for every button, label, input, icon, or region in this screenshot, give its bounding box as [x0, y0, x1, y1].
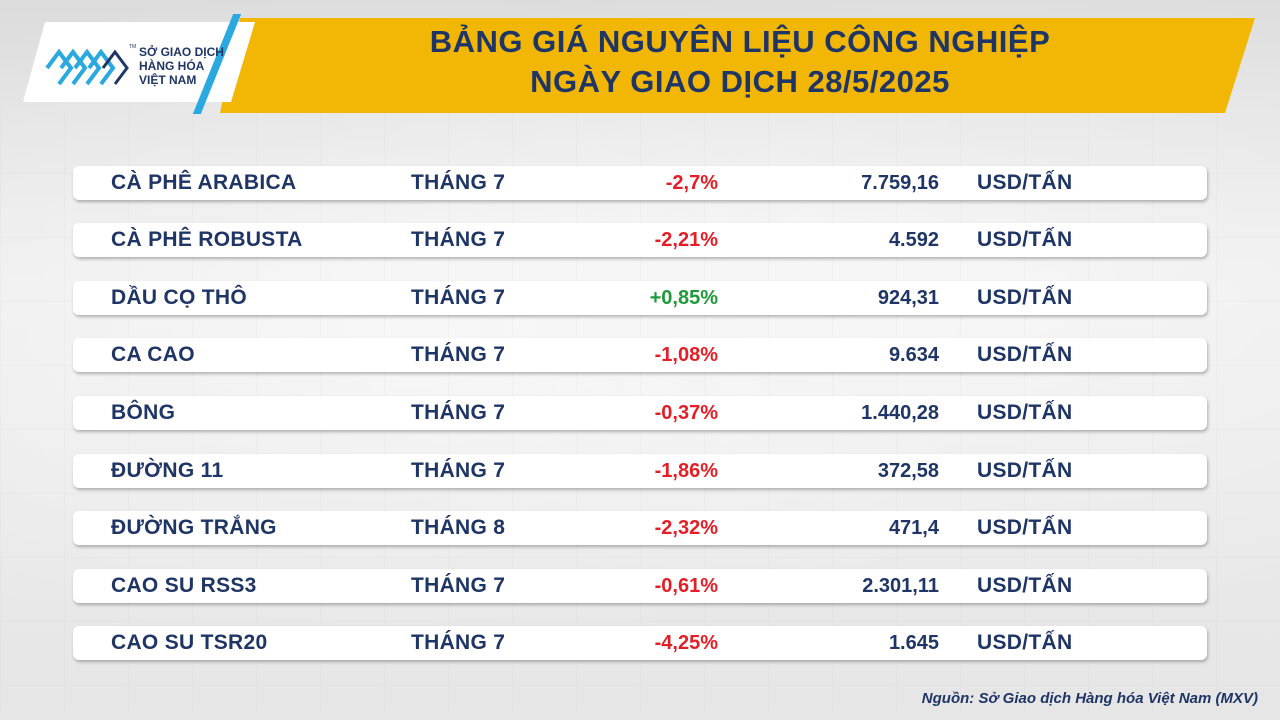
source-note: Nguồn: Sở Giao dịch Hàng hóa Việt Nam (M…	[921, 690, 1258, 707]
price-change: -0,37%	[654, 402, 718, 424]
contract-month: THÁNG 7	[411, 286, 506, 309]
mxv-logo-icon	[45, 48, 129, 86]
logo-line-1: SỞ GIAO DỊCH	[139, 45, 224, 59]
logo-text: SỞ GIAO DỊCH HÀNG HÓA VIỆT NAM	[139, 45, 239, 87]
commodity-name: ĐƯỜNG 11	[111, 459, 224, 482]
title-line-2: NGÀY GIAO DỊCH 28/5/2025	[530, 64, 950, 99]
table-row: CAO SU TSR20 THÁNG 7 -4,25% 1.645 USD/TẤ…	[73, 626, 1207, 660]
contract-month: THÁNG 7	[411, 631, 506, 654]
contract-month: THÁNG 7	[411, 343, 506, 366]
price-value: 9.634	[888, 344, 939, 366]
commodity-name: CÀ PHÊ ROBUSTA	[111, 228, 303, 251]
price-change: -2,32%	[654, 517, 718, 539]
header-band	[220, 18, 1255, 113]
price-unit: USD/TẤN	[977, 516, 1073, 539]
price-change: -1,86%	[654, 460, 718, 482]
contract-month: THÁNG 7	[411, 228, 506, 251]
price-unit: USD/TẤN	[977, 171, 1073, 194]
commodity-name: DẦU CỌ THÔ	[111, 286, 247, 309]
price-value: 1.440,28	[861, 402, 939, 424]
logo-line-2: HÀNG HÓA	[139, 59, 205, 73]
commodity-name: ĐƯỜNG TRẮNG	[111, 516, 277, 539]
logo-trademark: TM	[129, 44, 137, 50]
price-change: -1,08%	[654, 344, 718, 366]
price-change: -4,25%	[654, 632, 718, 654]
price-unit: USD/TẤN	[977, 574, 1073, 597]
contract-month: THÁNG 7	[411, 171, 506, 194]
table-row: ĐƯỜNG 11 THÁNG 7 -1,86% 372,58 USD/TẤN	[73, 454, 1207, 488]
contract-month: THÁNG 8	[411, 516, 506, 539]
price-unit: USD/TẤN	[977, 343, 1073, 366]
price-unit: USD/TẤN	[977, 631, 1073, 654]
price-value: 471,4	[888, 517, 939, 539]
page-title: BẢNG GIÁ NGUYÊN LIỆU CÔNG NGHIỆP NGÀY GI…	[240, 22, 1240, 102]
commodity-name: CA CAO	[111, 343, 195, 366]
table-row: BÔNG THÁNG 7 -0,37% 1.440,28 USD/TẤN	[73, 396, 1207, 430]
price-change: -2,21%	[654, 229, 718, 251]
price-value: 1.645	[888, 632, 939, 654]
price-value: 7.759,16	[861, 172, 939, 194]
price-value: 4.592	[888, 229, 939, 251]
price-unit: USD/TẤN	[977, 401, 1073, 424]
price-change: +0,85%	[649, 287, 718, 309]
price-unit: USD/TẤN	[977, 286, 1073, 309]
commodity-name: CAO SU RSS3	[111, 574, 257, 597]
title-line-1: BẢNG GIÁ NGUYÊN LIỆU CÔNG NGHIỆP	[429, 24, 1051, 59]
commodity-name: BÔNG	[111, 401, 176, 424]
price-change: -0,61%	[654, 575, 718, 597]
logo-line-3: VIỆT NAM	[139, 73, 197, 87]
table-row: ĐƯỜNG TRẮNG THÁNG 8 -2,32% 471,4 USD/TẤN	[73, 511, 1207, 545]
table-row: CÀ PHÊ ROBUSTA THÁNG 7 -2,21% 4.592 USD/…	[73, 223, 1207, 257]
price-unit: USD/TẤN	[977, 228, 1073, 251]
table-row: CAO SU RSS3 THÁNG 7 -0,61% 2.301,11 USD/…	[73, 569, 1207, 603]
commodity-name: CAO SU TSR20	[111, 631, 268, 654]
price-unit: USD/TẤN	[977, 459, 1073, 482]
contract-month: THÁNG 7	[411, 574, 506, 597]
contract-month: THÁNG 7	[411, 401, 506, 424]
table-row: CÀ PHÊ ARABICA THÁNG 7 -2,7% 7.759,16 US…	[73, 166, 1207, 200]
price-value: 372,58	[877, 460, 939, 482]
price-change: -2,7%	[665, 172, 718, 194]
price-value: 2.301,11	[862, 575, 939, 597]
table-row: DẦU CỌ THÔ THÁNG 7 +0,85% 924,31 USD/TẤN	[73, 281, 1207, 315]
price-value: 924,31	[877, 287, 939, 309]
commodity-name: CÀ PHÊ ARABICA	[111, 171, 297, 194]
contract-month: THÁNG 7	[411, 459, 506, 482]
table-row: CA CAO THÁNG 7 -1,08% 9.634 USD/TẤN	[73, 338, 1207, 372]
